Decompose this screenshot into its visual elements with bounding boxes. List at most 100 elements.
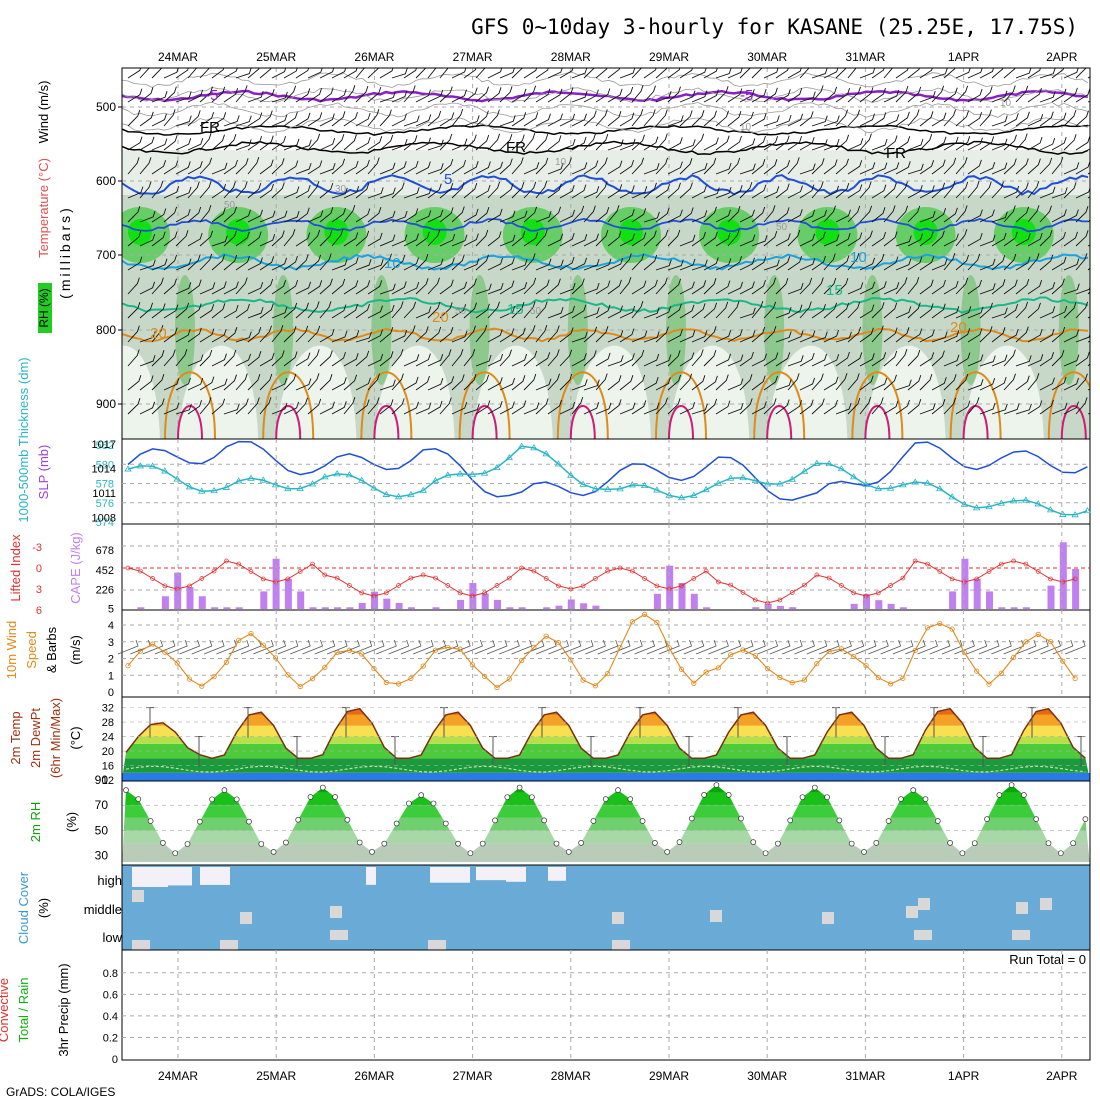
wind-barb: [907, 302, 921, 319]
wind-barb: [151, 68, 163, 79]
wind-marker: [875, 675, 881, 681]
rh-marker: [541, 817, 548, 824]
wind-marker: [912, 647, 918, 654]
wind-barb: [463, 68, 477, 79]
wind-barb-10m: [117, 639, 139, 655]
wind-barb: [607, 279, 622, 295]
wind-barb: [1003, 279, 1018, 295]
thickness-marker: [825, 459, 833, 467]
rh-marker: [861, 849, 867, 855]
wind-barb: [703, 157, 717, 175]
wind-barb: [679, 182, 693, 199]
cape-bar: [555, 605, 563, 609]
wind-barb: [631, 232, 647, 247]
wind-barb: [379, 68, 394, 79]
wind-barb: [379, 162, 396, 175]
wind-barb: [379, 304, 395, 319]
wind-barb: [343, 304, 359, 319]
temp-tick: 24: [102, 732, 114, 744]
rh-marker: [590, 818, 597, 824]
wind-barb: [535, 180, 548, 199]
wind-barb: [127, 256, 143, 271]
wind-barb: [883, 182, 897, 199]
wind-barb: [247, 257, 263, 271]
tick-label: 700: [96, 248, 116, 262]
wind-barb: [943, 330, 960, 343]
cloud-clear-high: [200, 867, 230, 885]
wind-barb: [919, 210, 936, 223]
wind-barb: [199, 376, 215, 391]
rh-tick: 50: [95, 823, 109, 837]
wind-barb: [139, 111, 154, 127]
contour-label: 50: [776, 222, 788, 233]
wind-barb: [427, 139, 444, 151]
wind-barb: [355, 230, 370, 247]
wind-barb: [571, 396, 584, 415]
rh-marker: [529, 794, 535, 801]
wind-barb: [499, 115, 516, 127]
wind-barb: [499, 328, 515, 343]
thickness-marker: [382, 490, 391, 497]
thickness-marker: [739, 473, 747, 481]
wind-barb: [583, 205, 596, 223]
li-marker: [506, 575, 512, 581]
wind-barb: [355, 159, 370, 175]
wind-barb-10m: [1028, 639, 1049, 655]
wind-barb: [523, 112, 539, 127]
date-label-top: 28MAR: [551, 50, 591, 64]
wind-barb: [823, 185, 840, 199]
wind-barb: [619, 305, 636, 319]
wind-barb: [151, 208, 167, 223]
thickness-tick: 580: [96, 459, 114, 471]
wind-barb: [991, 232, 1007, 247]
wind-barb: [307, 325, 321, 343]
wind-barb: [835, 351, 850, 367]
wind-barb: [583, 402, 600, 415]
precip-legend-total: Total / Rain: [16, 977, 31, 1042]
wind-barb: [1051, 376, 1067, 391]
wind-barb: [499, 183, 514, 199]
wind-barb: [343, 85, 356, 103]
cloud-level-label: middle: [84, 902, 122, 917]
cape-bar: [334, 607, 342, 609]
contour-25: [753, 371, 806, 439]
precip-tick: 0.8: [103, 968, 118, 980]
wind-barb: [199, 133, 212, 151]
wind-barb: [391, 139, 408, 151]
wind-barb: [703, 278, 717, 295]
wind-barb: [895, 258, 912, 271]
wind-barb: [727, 329, 743, 343]
wind-barb: [235, 85, 248, 103]
wind-barb: [331, 401, 347, 415]
wind-barb: [295, 232, 311, 247]
wind-barb: [451, 206, 465, 223]
wind-barb: [139, 281, 156, 295]
thickness-tick: 576: [96, 498, 114, 510]
wind-marker: [592, 683, 599, 689]
wind-barb: [127, 325, 140, 343]
wind-barb: [631, 349, 645, 367]
wind-barb: [583, 133, 596, 151]
wind-barb: [703, 110, 717, 127]
wind-barb: [871, 281, 887, 295]
rh-marker: [971, 840, 978, 847]
wind-barb: [523, 132, 536, 151]
wind-barb: [1027, 400, 1043, 415]
thickness-marker: [1083, 507, 1092, 514]
wind-barb: [1039, 352, 1055, 367]
wind-barb: [415, 187, 432, 199]
wind-barb: [703, 89, 719, 103]
cloud-axis-label: Cloud Cover: [16, 871, 31, 944]
wind-barb: [427, 110, 442, 127]
wind-barb: [319, 68, 335, 79]
wind-barb: [571, 68, 588, 79]
slp-tick: 1011: [92, 488, 116, 500]
wind-barb: [871, 162, 888, 175]
wind-barb: [163, 86, 177, 103]
wind-barb: [1015, 133, 1028, 151]
thickness-marker: [1071, 511, 1079, 518]
wind-barb: [139, 136, 155, 151]
rh-saturated-blob: [422, 219, 447, 245]
wind-barb: [907, 163, 924, 175]
wind-barb: [439, 233, 456, 247]
